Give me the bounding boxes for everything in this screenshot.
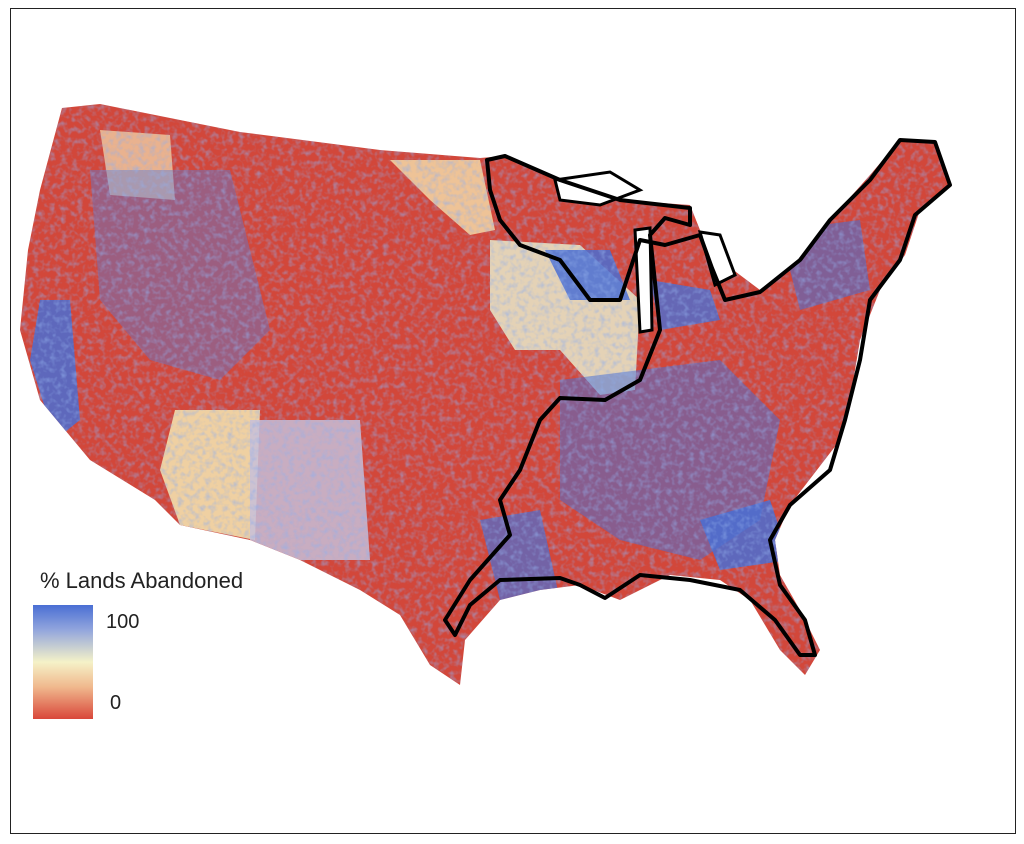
legend-color-bar [33,605,93,719]
region-outline [443,138,952,657]
lake-superior [553,170,644,207]
lake-michigan [633,226,654,334]
legend-max-label: 100 [106,611,140,633]
legend-min-label: 0 [110,692,122,714]
legend-title: % Lands Abandoned [40,568,244,593]
